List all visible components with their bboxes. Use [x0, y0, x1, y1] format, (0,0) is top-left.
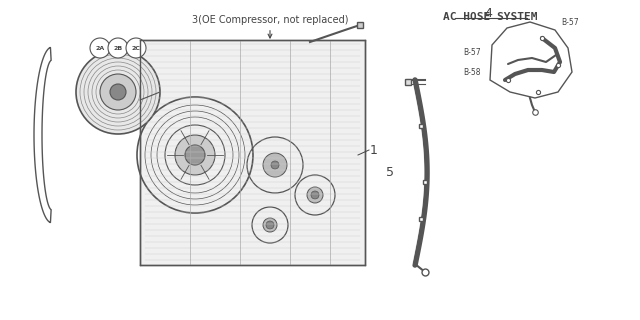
Text: 5: 5	[386, 165, 394, 179]
Circle shape	[271, 161, 279, 169]
Circle shape	[126, 38, 146, 58]
Text: 2B: 2B	[113, 45, 123, 51]
Circle shape	[311, 191, 319, 199]
Circle shape	[76, 50, 160, 134]
Circle shape	[90, 38, 110, 58]
Circle shape	[185, 145, 205, 165]
Text: 2A: 2A	[95, 45, 104, 51]
Text: B-57: B-57	[463, 47, 481, 57]
Text: 1: 1	[370, 143, 378, 156]
Circle shape	[307, 187, 323, 203]
Circle shape	[175, 135, 215, 175]
Circle shape	[266, 221, 274, 229]
Text: AC HOSE SYSTEM: AC HOSE SYSTEM	[443, 12, 537, 22]
Text: B-57: B-57	[561, 18, 579, 27]
Bar	[140, 40, 365, 265]
Circle shape	[108, 38, 128, 58]
Circle shape	[263, 153, 287, 177]
Text: 2C: 2C	[132, 45, 140, 51]
Text: B-58: B-58	[463, 68, 481, 76]
Circle shape	[263, 218, 277, 232]
Circle shape	[110, 84, 126, 100]
Text: 4: 4	[484, 7, 492, 20]
Circle shape	[100, 74, 136, 110]
Text: 3(OE Compressor, not replaced): 3(OE Compressor, not replaced)	[192, 15, 348, 38]
